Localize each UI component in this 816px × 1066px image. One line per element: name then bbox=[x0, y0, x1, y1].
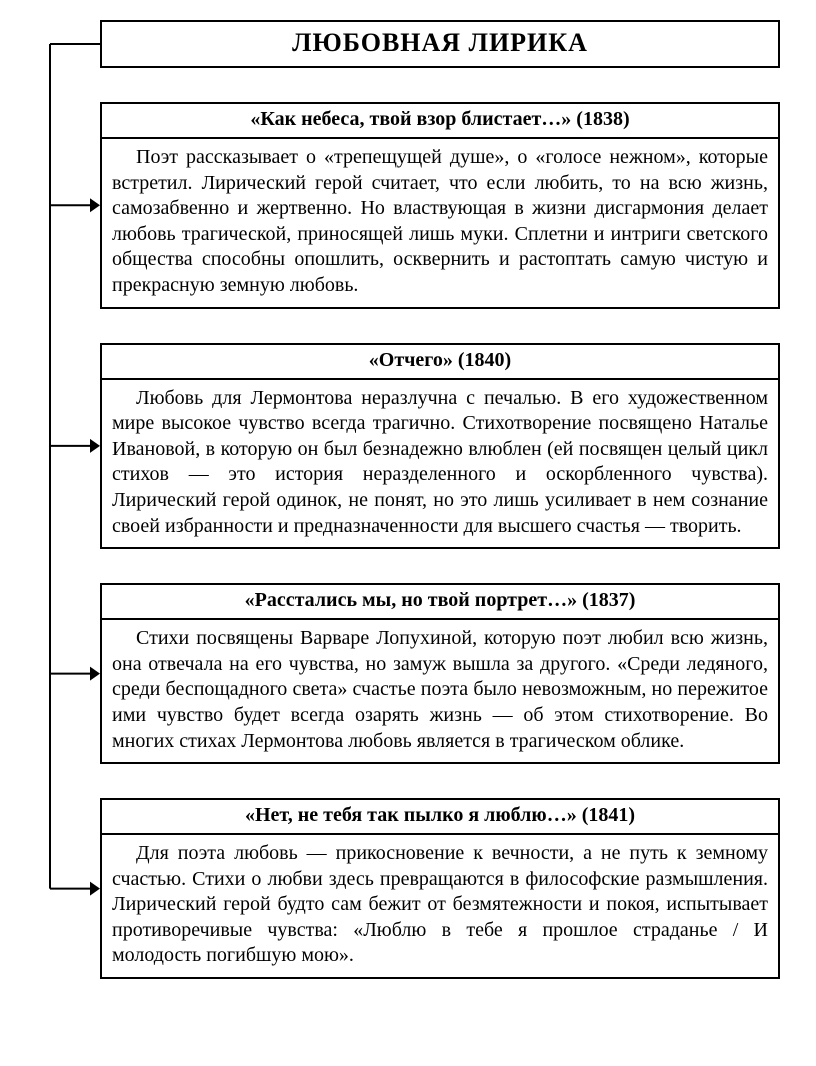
poem-block: «Отчего» (1840)Любовь для Лермонтова нер… bbox=[100, 343, 780, 550]
poem-description: Любовь для Лермонтова неразлучна с печал… bbox=[102, 380, 778, 548]
poem-description: Поэт рассказывает о «трепещущей душе», о… bbox=[102, 139, 778, 307]
diagram-title: ЛЮБОВНАЯ ЛИРИКА bbox=[100, 20, 780, 68]
poem-description: Для поэта любовь — прикосновение к вечно… bbox=[102, 835, 778, 977]
poem-description: Стихи посвящены Варваре Лопухиной, котор… bbox=[102, 620, 778, 762]
poem-block: «Как небеса, твой взор блистает…» (1838)… bbox=[100, 102, 780, 309]
poem-title: «Как небеса, твой взор блистает…» (1838) bbox=[102, 104, 778, 139]
poem-title: «Нет, не тебя так пылко я люблю…» (1841) bbox=[102, 800, 778, 835]
poem-title: «Расстались мы, но твой портрет…» (1837) bbox=[102, 585, 778, 620]
poem-block: «Нет, не тебя так пылко я люблю…» (1841)… bbox=[100, 798, 780, 979]
poem-title: «Отчего» (1840) bbox=[102, 345, 778, 380]
poem-block: «Расстались мы, но твой портрет…» (1837)… bbox=[100, 583, 780, 764]
